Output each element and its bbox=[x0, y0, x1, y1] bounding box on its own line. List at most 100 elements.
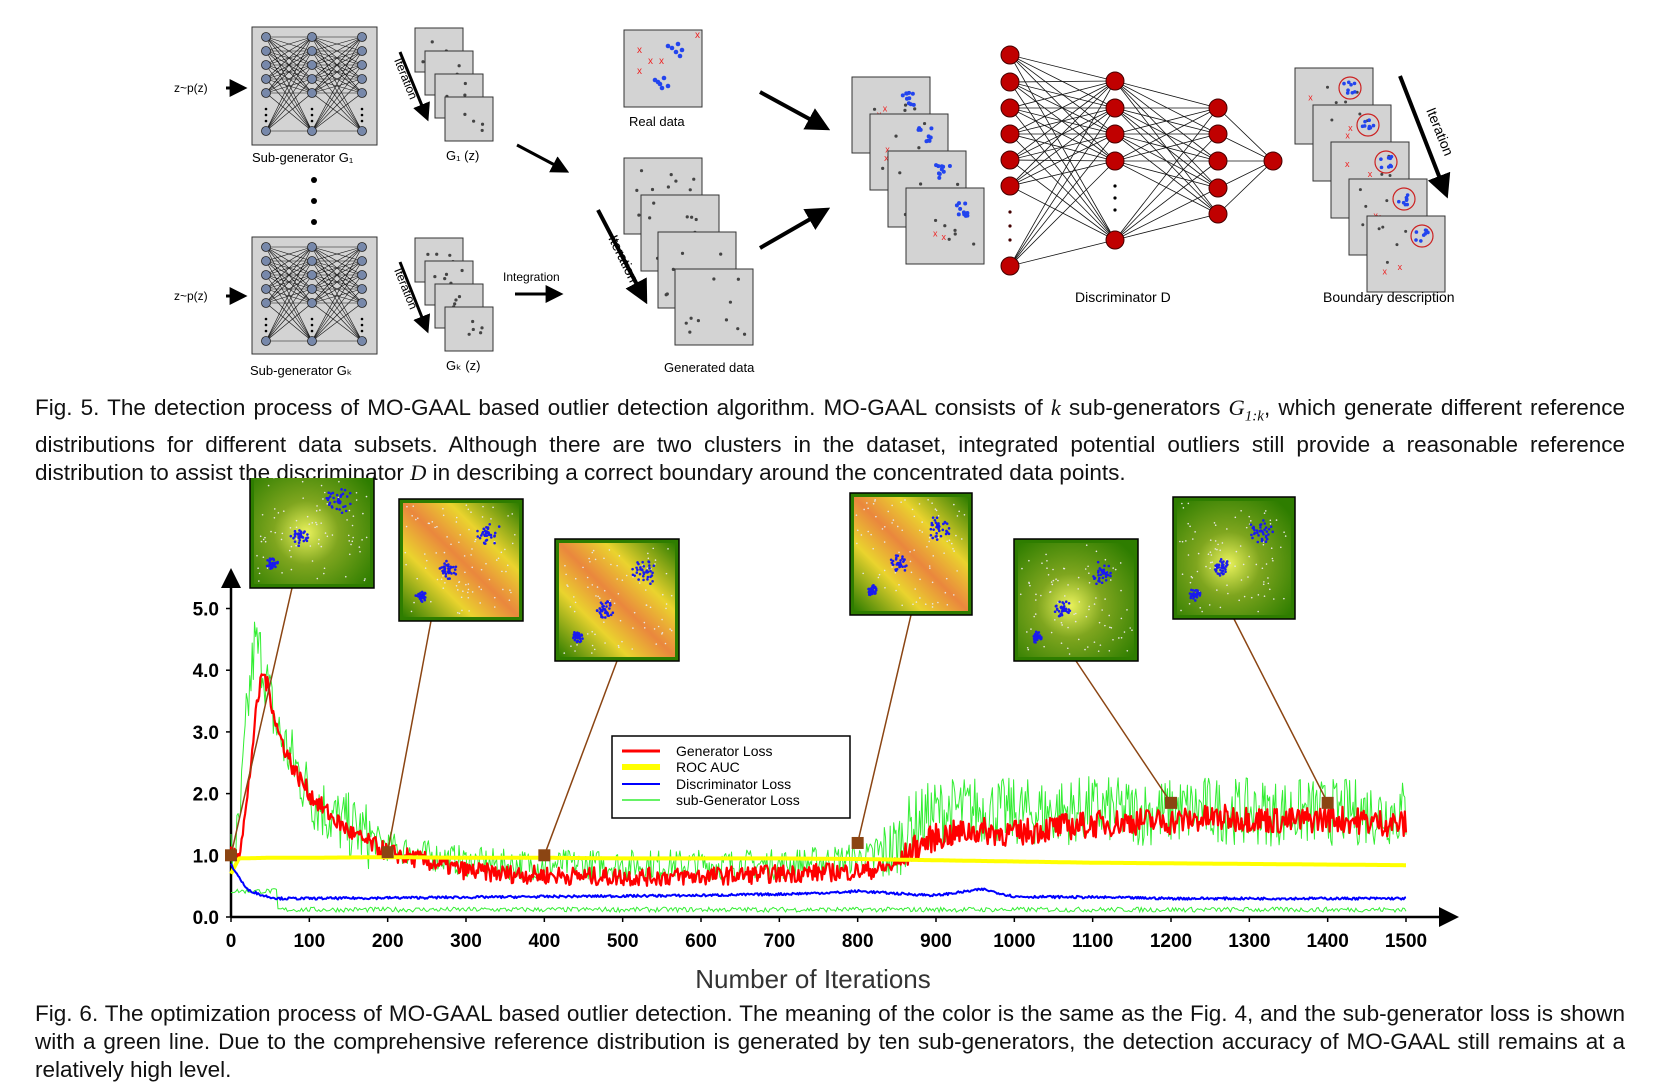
x-tick-label: 1000 bbox=[993, 931, 1035, 952]
svg-text:x: x bbox=[1345, 159, 1350, 169]
figure-6-caption: Fig. 6. The optimization process of MO-G… bbox=[35, 1000, 1625, 1084]
neuron-node bbox=[358, 61, 367, 70]
snapshot-markers bbox=[225, 588, 1334, 861]
svg-text:x: x bbox=[1368, 169, 1373, 179]
snapshot-connector bbox=[1234, 619, 1328, 803]
neuron-node bbox=[358, 271, 367, 280]
input-label-top: z~p(z) bbox=[174, 81, 208, 95]
snapshot-connector bbox=[1076, 661, 1171, 803]
g1-output-stack: Iteration G₁ (z) bbox=[391, 28, 493, 163]
scatter-panel bbox=[445, 307, 493, 351]
neuron-node bbox=[262, 47, 271, 56]
y-tick-label: 1.0 bbox=[193, 846, 219, 867]
snapshot-connector bbox=[858, 615, 911, 843]
discriminator-neuron bbox=[1001, 125, 1019, 143]
neuron-node bbox=[308, 271, 317, 280]
neuron-node bbox=[358, 33, 367, 42]
discriminator-neuron bbox=[1106, 152, 1124, 170]
svg-text:x: x bbox=[941, 232, 946, 242]
neuron-node bbox=[308, 337, 317, 346]
neuron-node bbox=[262, 337, 271, 346]
snapshot-marker bbox=[538, 849, 550, 861]
neuron-node bbox=[262, 257, 271, 266]
snapshot-marker bbox=[1165, 797, 1177, 809]
discriminator-neuron bbox=[1106, 231, 1124, 249]
inlier-point bbox=[656, 80, 661, 85]
chart-legend: Generator Loss ROC AUC Discriminator Los… bbox=[612, 736, 850, 818]
figure-5-caption: Fig. 5. The detection process of MO-GAAL… bbox=[35, 394, 1625, 487]
discriminator-label: Discriminator D bbox=[1075, 289, 1171, 305]
discriminator-neuron bbox=[1001, 257, 1019, 275]
neuron-node bbox=[262, 271, 271, 280]
neuron-node bbox=[308, 75, 317, 84]
x-tick-label: 1300 bbox=[1228, 931, 1270, 952]
subgen-bottom-label: Sub-generator Gₖ bbox=[250, 363, 352, 378]
neuron-node bbox=[358, 127, 367, 136]
neuron-node bbox=[358, 89, 367, 98]
x-tick-label: 1400 bbox=[1307, 931, 1349, 952]
svg-text:x: x bbox=[883, 103, 888, 113]
x-tick-label: 1200 bbox=[1150, 931, 1192, 952]
discriminator-neuron bbox=[1106, 72, 1124, 90]
legend-label-subgen: sub-Generator Loss bbox=[676, 792, 800, 808]
generated-data-label: Generated data bbox=[664, 360, 755, 375]
discriminator-neuron bbox=[1106, 99, 1124, 117]
inlier-point bbox=[660, 86, 665, 91]
neuron-node bbox=[262, 61, 271, 70]
inlier-point bbox=[670, 46, 675, 51]
discriminator-neuron bbox=[1106, 125, 1124, 143]
discriminator-neuron bbox=[1209, 99, 1227, 117]
discriminator-neuron bbox=[1001, 151, 1019, 169]
neuron-node bbox=[262, 89, 271, 98]
inlier-point bbox=[680, 48, 685, 53]
x-tick-label: 700 bbox=[763, 931, 795, 952]
svg-text:x: x bbox=[1382, 266, 1387, 276]
neuron-node bbox=[262, 127, 271, 136]
neuron-node bbox=[358, 257, 367, 266]
neuron-node bbox=[262, 75, 271, 84]
inlier-point bbox=[666, 84, 671, 89]
x-tick-label: 900 bbox=[920, 931, 952, 952]
x-tick-label: 800 bbox=[842, 931, 874, 952]
discriminator-neuron bbox=[1264, 152, 1282, 170]
neuron-node bbox=[262, 285, 271, 294]
legend-label-discriminator: Discriminator Loss bbox=[676, 776, 791, 792]
snapshot-marker bbox=[382, 846, 394, 858]
legend-label-roc: ROC AUC bbox=[676, 759, 740, 775]
neuron-node bbox=[358, 285, 367, 294]
inlier-point bbox=[676, 42, 681, 47]
legend-label-generator: Generator Loss bbox=[676, 743, 773, 759]
y-tick-label: 2.0 bbox=[193, 785, 219, 806]
outlier-mark: x bbox=[637, 66, 642, 77]
gk-label: Gₖ (z) bbox=[446, 358, 480, 373]
outlier-mark: x bbox=[637, 45, 642, 56]
discriminator-neuron bbox=[1209, 152, 1227, 170]
snapshot-insets bbox=[250, 478, 1295, 661]
g1-label: G₁ (z) bbox=[446, 148, 479, 163]
x-tick-label: 400 bbox=[528, 931, 560, 952]
neuron-node bbox=[358, 299, 367, 308]
neuron-node bbox=[358, 243, 367, 252]
sub-generator-bottom: z~p(z) Sub-generator Gₖ bbox=[174, 237, 377, 378]
neuron-node bbox=[308, 61, 317, 70]
snapshot-connector bbox=[544, 661, 617, 855]
x-tick-label: 0 bbox=[226, 931, 237, 952]
discriminator-neuron bbox=[1001, 73, 1019, 91]
snapshot-connector bbox=[388, 621, 431, 852]
neuron-node bbox=[358, 75, 367, 84]
x-axis-title: Number of Iterations bbox=[695, 964, 931, 994]
outlier-mark: x bbox=[648, 56, 653, 67]
x-tick-label: 300 bbox=[450, 931, 482, 952]
x-tick-label: 100 bbox=[293, 931, 325, 952]
neuron-node bbox=[358, 47, 367, 56]
snapshot-connector bbox=[231, 588, 292, 855]
input-label-bottom: z~p(z) bbox=[174, 289, 208, 303]
inlier-point bbox=[674, 50, 679, 55]
iteration-label-generated: Iteration bbox=[605, 232, 642, 284]
neuron-node bbox=[308, 285, 317, 294]
y-tick-label: 5.0 bbox=[193, 600, 219, 621]
x-tick-label: 1500 bbox=[1385, 931, 1427, 952]
integration-label: Integration bbox=[503, 270, 560, 284]
